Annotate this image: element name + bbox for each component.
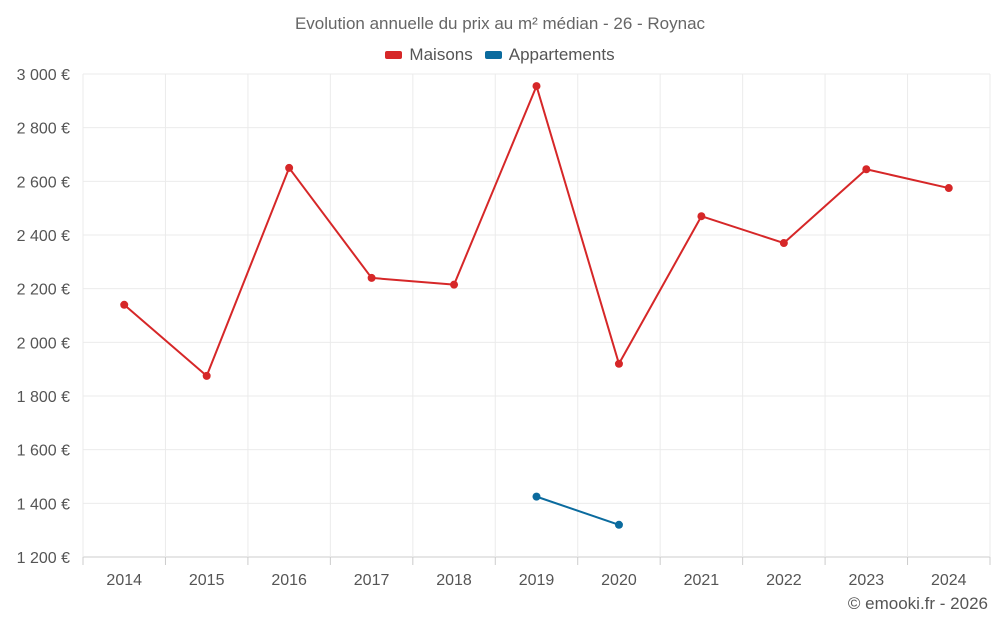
y-tick-label: 1 600 €: [17, 443, 70, 460]
y-tick-label: 1 800 €: [17, 389, 70, 406]
legend-label-appartements: Appartements: [508, 45, 615, 64]
x-tick-label: 2020: [601, 572, 637, 589]
x-tick-label: 2023: [849, 572, 885, 589]
x-tick-label: 2022: [766, 572, 802, 589]
x-tick-label: 2017: [354, 572, 390, 589]
data-point-maisons: [202, 371, 211, 380]
y-tick-label: 2 600 €: [17, 174, 70, 191]
data-point-maisons: [120, 300, 129, 309]
legend-swatch-appartements: [484, 51, 502, 59]
y-tick-label: 2 800 €: [17, 121, 70, 138]
x-tick-label: 2024: [931, 572, 967, 589]
data-point-maisons: [285, 163, 294, 172]
legend: Maisons Appartements: [0, 45, 1000, 65]
x-tick-label: 2016: [271, 572, 307, 589]
y-tick-label: 2 200 €: [17, 282, 70, 299]
y-tick-label: 2 400 €: [17, 228, 70, 245]
x-tick-label: 2014: [106, 572, 142, 589]
x-tick-label: 2021: [684, 572, 720, 589]
data-point-maisons: [862, 165, 871, 174]
legend-item-maisons[interactable]: Maisons: [385, 45, 473, 65]
chart-title: Evolution annuelle du prix au m² médian …: [294, 14, 706, 33]
x-tick-label: 2018: [436, 572, 472, 589]
series-line-appartements: [536, 495, 620, 526]
data-point-maisons: [779, 239, 788, 248]
y-tick-label: 1 200 €: [17, 550, 70, 567]
data-point-maisons: [450, 280, 459, 289]
data-point-maisons: [367, 273, 376, 282]
legend-swatch-maisons: [385, 51, 403, 59]
data-point-maisons: [944, 184, 953, 193]
data-point-maisons: [697, 212, 706, 221]
y-tick-label: 3 000 €: [17, 67, 70, 84]
x-tick-label: 2019: [519, 572, 555, 589]
x-tick-label: 2015: [189, 572, 225, 589]
data-point-appartements: [614, 520, 623, 529]
legend-item-appartements[interactable]: Appartements: [484, 45, 615, 65]
data-point-appartements: [532, 492, 541, 501]
data-point-maisons: [614, 359, 623, 368]
y-tick-label: 2 000 €: [17, 335, 70, 352]
y-tick-label: 1 400 €: [17, 496, 70, 513]
credit-text: © emooki.fr - 2026: [847, 594, 988, 613]
data-point-maisons: [532, 82, 541, 91]
legend-label-maisons: Maisons: [409, 45, 473, 64]
